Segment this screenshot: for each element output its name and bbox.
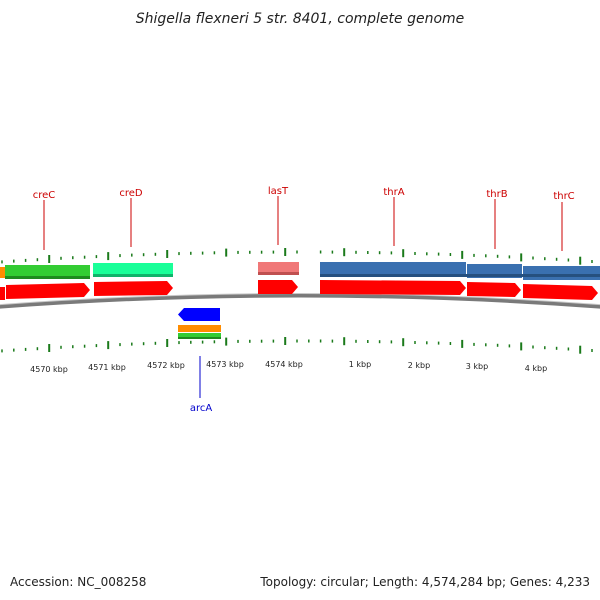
gene-feature-green[interactable] xyxy=(178,333,221,339)
gene-feature-orange-edge[interactable] xyxy=(0,267,5,278)
map-title: Shigella flexneri 5 str. 8401, complete … xyxy=(136,11,465,27)
gene-feature-cred-shade xyxy=(93,274,173,277)
accession-text: Accession: NC_008258 xyxy=(10,575,146,589)
gene-labels: creC creD lasT thrA thrB thrC arcA xyxy=(33,186,575,414)
cds-arrow[interactable] xyxy=(0,287,5,300)
inner-tick-ring xyxy=(1,337,593,354)
gene-feature-crec-shade xyxy=(5,276,90,279)
reverse-strand-features xyxy=(178,308,221,339)
genome-summary-text: Topology: circular; Length: 4,574,284 bp… xyxy=(259,575,590,589)
cds-arrow[interactable] xyxy=(467,282,521,297)
feature-ring-named xyxy=(0,262,600,280)
gene-label-thra[interactable]: thrA xyxy=(383,187,404,198)
gene-label-cred[interactable]: creD xyxy=(119,188,143,199)
gene-label-last[interactable]: lasT xyxy=(268,186,289,197)
cds-arrow[interactable] xyxy=(523,284,598,300)
axis-label: 2 kbp xyxy=(408,361,430,370)
axis-label: 4573 kbp xyxy=(206,360,244,369)
gene-feature-green-shade xyxy=(178,337,221,339)
outer-tick-ring xyxy=(1,248,593,265)
gene-feature-thrc[interactable] xyxy=(523,266,600,280)
gene-feature-cred[interactable] xyxy=(93,263,173,277)
gene-feature-arca[interactable] xyxy=(178,308,220,321)
gene-feature-thr-shade xyxy=(320,274,600,277)
cds-arrow[interactable] xyxy=(6,283,90,299)
gene-label-thrb[interactable]: thrB xyxy=(486,189,507,200)
gene-feature-thra[interactable] xyxy=(320,262,466,276)
axis-label: 4574 kbp xyxy=(265,360,303,369)
gene-feature-orange[interactable] xyxy=(178,325,221,332)
gene-feature-last[interactable] xyxy=(258,262,299,275)
cds-arrow[interactable] xyxy=(94,281,173,296)
genome-backbone-highlight xyxy=(0,293,600,306)
axis-label: 4571 kbp xyxy=(88,363,126,372)
gene-feature-crec[interactable] xyxy=(5,265,90,279)
cds-arrow[interactable] xyxy=(320,280,466,295)
gene-label-crec[interactable]: creC xyxy=(33,190,56,201)
axis-label: 4 kbp xyxy=(525,364,547,373)
axis-label: 4572 kbp xyxy=(147,361,185,370)
gene-feature-last-shade xyxy=(258,272,299,275)
genome-backbone xyxy=(0,293,600,309)
axis-label: 1 kbp xyxy=(349,360,371,369)
axis-label: 3 kbp xyxy=(466,362,488,371)
gene-label-thrc[interactable]: thrC xyxy=(553,191,574,202)
axis-labels: 4570 kbp 4571 kbp 4572 kbp 4573 kbp 4574… xyxy=(30,360,547,374)
axis-label: 4570 kbp xyxy=(30,365,68,374)
cds-ring xyxy=(0,280,598,300)
gene-label-arca[interactable]: arcA xyxy=(190,403,213,414)
cds-arrow[interactable] xyxy=(258,280,298,294)
